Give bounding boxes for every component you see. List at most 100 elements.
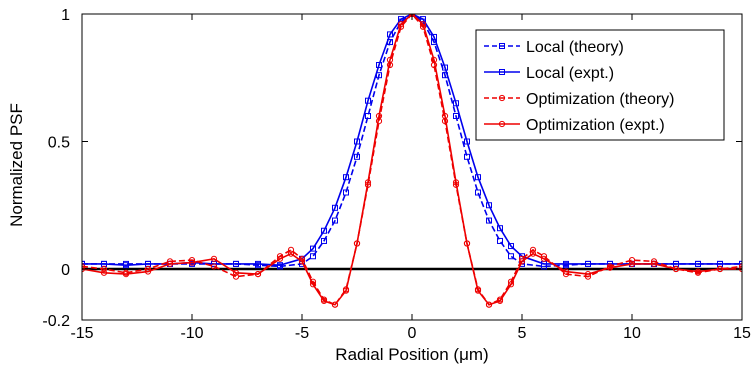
- data-point: [122, 271, 130, 278]
- data-point: [628, 256, 636, 264]
- legend-swatch-marker: [499, 43, 505, 49]
- data-point: [497, 225, 503, 232]
- data-point: [287, 250, 295, 257]
- data-point: [463, 240, 471, 247]
- data-point: [309, 281, 317, 288]
- data-point: [123, 262, 129, 269]
- legend-label: Local (expt.): [526, 65, 614, 82]
- data-point: [497, 237, 503, 244]
- data-point: [496, 297, 504, 304]
- x-tick-label: 0: [408, 325, 417, 342]
- data-point: [376, 62, 382, 68]
- data-point: [464, 138, 470, 145]
- data-point: [453, 113, 459, 119]
- data-point: [310, 245, 316, 252]
- data-point: [321, 237, 327, 244]
- data-point: [562, 268, 570, 275]
- data-point: [739, 260, 742, 267]
- data-point: [529, 250, 537, 257]
- data-point: [310, 253, 316, 260]
- data-point: [342, 287, 350, 294]
- axes-layer: -15 -10 -5 0 5 10 15 -0.2 0 0.5 1: [42, 7, 751, 342]
- legend-label: Optimization (expt.): [526, 117, 665, 134]
- data-point: [276, 255, 284, 262]
- data-point: [452, 179, 460, 186]
- data-point: [464, 153, 470, 160]
- y-axis-label: Normalized PSF: [7, 103, 26, 227]
- x-tick-label: 5: [518, 325, 527, 342]
- data-point: [375, 112, 383, 120]
- data-point: [442, 64, 448, 71]
- data-point: [441, 112, 449, 120]
- data-point: [386, 56, 394, 64]
- data-point: [100, 265, 108, 273]
- data-point: [100, 269, 108, 276]
- data-point: [353, 240, 361, 247]
- data-point: [255, 260, 261, 267]
- x-tick-label: 15: [733, 325, 751, 342]
- legend-swatch-marker: [498, 120, 506, 128]
- data-point: [144, 268, 152, 275]
- legend: Local (theory) Local (expt.) Optimization …: [475, 29, 725, 141]
- data-point: [430, 56, 438, 64]
- data-point: [453, 100, 459, 107]
- data-point: [584, 271, 592, 278]
- x-tick-label: -10: [180, 325, 203, 342]
- data-point: [232, 273, 240, 280]
- data-point: [431, 33, 437, 40]
- data-point: [354, 153, 360, 160]
- data-point: [475, 189, 481, 196]
- data-point: [287, 246, 295, 253]
- data-point: [508, 243, 514, 250]
- data-point: [365, 97, 371, 104]
- data-point: [585, 260, 591, 267]
- data-point: [166, 260, 174, 267]
- data-point: [298, 258, 306, 265]
- data-point: [486, 202, 492, 209]
- y-tick-label: -0.2: [42, 313, 70, 330]
- data-point: [508, 253, 514, 260]
- data-point: [332, 204, 338, 211]
- data-point: [188, 259, 196, 266]
- data-point: [695, 260, 701, 267]
- x-tick-label: -5: [295, 325, 309, 342]
- y-tick-label: 1: [61, 7, 70, 24]
- series-line: [82, 14, 742, 306]
- data-point: [716, 265, 724, 273]
- data-point: [507, 281, 515, 288]
- data-point: [364, 179, 372, 186]
- data-point: [343, 174, 349, 181]
- data-point: [277, 262, 283, 269]
- data-point: [320, 297, 328, 304]
- data-point: [210, 255, 218, 262]
- legend-swatch-marker: [498, 94, 506, 102]
- x-axis-label: Radial Position (μm): [335, 345, 488, 364]
- data-layer: [82, 14, 742, 308]
- data-point: [529, 246, 537, 253]
- series-3: [82, 14, 742, 308]
- data-point: [606, 264, 614, 271]
- data-point: [232, 269, 240, 276]
- legend-box: [475, 29, 725, 141]
- data-point: [254, 271, 262, 278]
- data-point: [738, 263, 742, 270]
- data-point: [233, 260, 239, 267]
- data-point: [419, 21, 427, 28]
- data-point: [672, 265, 680, 273]
- data-point: [321, 227, 327, 234]
- x-tick-label: -15: [70, 325, 93, 342]
- data-point: [331, 301, 339, 308]
- legend-label: Optimization (theory): [526, 91, 675, 108]
- series-line: [82, 14, 742, 267]
- x-tick-label: 10: [623, 325, 641, 342]
- data-point: [387, 31, 393, 38]
- legend-entry: Optimization (expt.): [484, 117, 665, 134]
- data-point: [343, 189, 349, 196]
- data-point: [650, 260, 658, 267]
- y-tick-label: 0.5: [48, 135, 70, 152]
- legend-entry: Local (expt.): [484, 65, 614, 82]
- data-point: [397, 21, 405, 28]
- data-point: [354, 138, 360, 145]
